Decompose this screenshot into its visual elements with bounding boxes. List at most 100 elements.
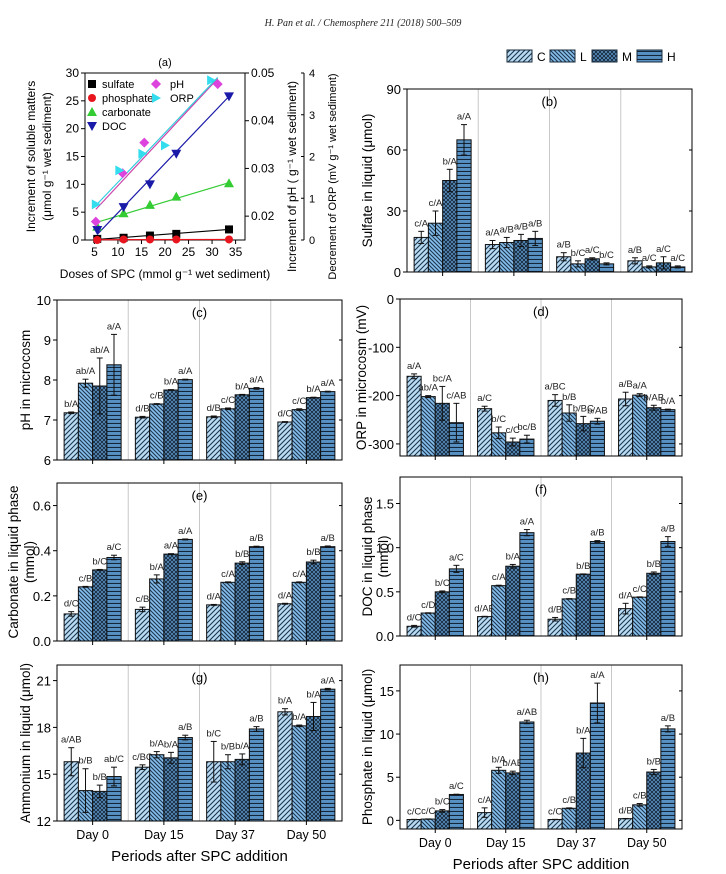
bar-M bbox=[505, 565, 521, 637]
y-axis-label-a-line1: Increment of soluble matters bbox=[24, 81, 38, 232]
significance-label: a/A bbox=[178, 526, 193, 537]
y-tick-label-g: 18 bbox=[37, 720, 51, 735]
bar-M bbox=[92, 569, 108, 642]
y-tick-label-f: 1.0 bbox=[376, 541, 394, 556]
significance-label: a/B bbox=[249, 714, 263, 725]
significance-label: b/B bbox=[235, 549, 249, 560]
data-point-sulfate bbox=[225, 225, 233, 234]
bar-H bbox=[248, 728, 265, 822]
x-axis-label-g: Periods after SPC addition bbox=[111, 848, 288, 865]
significance-label: b/A bbox=[164, 377, 179, 388]
significance-label: a/C bbox=[107, 542, 122, 553]
plot-frame-d bbox=[399, 298, 683, 457]
bar-L bbox=[149, 754, 165, 822]
significance-label: a/A bbox=[249, 375, 264, 386]
legend-swatch-L bbox=[549, 49, 576, 63]
bar-H bbox=[519, 721, 535, 830]
panel-label-c: (c) bbox=[192, 305, 207, 320]
y2-tick-label-a: 0.05 bbox=[251, 66, 275, 80]
legend-label-pH: pH bbox=[170, 79, 184, 91]
bar-H bbox=[320, 391, 336, 461]
bar-C bbox=[477, 408, 493, 457]
y-tick-label-e: 0.0 bbox=[33, 634, 51, 649]
bar-C bbox=[277, 711, 293, 822]
bar-M bbox=[305, 561, 322, 642]
bar-H bbox=[448, 568, 464, 637]
bar-M bbox=[646, 407, 662, 457]
data-point-DOC bbox=[118, 203, 129, 213]
data-point-ORP bbox=[161, 140, 170, 151]
data-point-pH bbox=[212, 79, 223, 90]
significance-label: d/B bbox=[548, 604, 562, 615]
significance-label: b/C bbox=[571, 248, 586, 259]
significance-label: a/B bbox=[178, 722, 192, 733]
y-axis-label-g: Ammonium in liquid (μmol) bbox=[18, 663, 33, 823]
y-tick-label-a: 15 bbox=[66, 150, 80, 164]
x-tick-label-g: Day 15 bbox=[144, 828, 184, 842]
y-tick-label-a: 25 bbox=[66, 94, 80, 108]
x-tick-label-a: 5 bbox=[91, 245, 98, 259]
y3-tick-label-a: 2 bbox=[309, 152, 315, 164]
data-point-ORP bbox=[91, 199, 101, 210]
significance-label: ab/A bbox=[418, 383, 438, 394]
bar-C bbox=[206, 604, 222, 642]
legend-marker-ORP bbox=[152, 93, 161, 103]
bar-M bbox=[234, 394, 250, 461]
data-point-phosphate bbox=[225, 235, 233, 244]
bar-L bbox=[291, 725, 307, 822]
significance-label: c/C bbox=[421, 806, 435, 817]
significance-label: a/AB bbox=[61, 735, 82, 746]
data-point-DOC bbox=[171, 149, 182, 159]
significance-label: bc/B bbox=[517, 422, 536, 433]
significance-label: d/A bbox=[618, 590, 633, 601]
significance-label: c/C bbox=[633, 584, 647, 595]
bar-L bbox=[220, 761, 236, 822]
bar-M bbox=[305, 715, 322, 822]
bar-H bbox=[589, 420, 605, 457]
y-tick-label-g: 15 bbox=[37, 767, 51, 782]
plot-frame-g bbox=[56, 664, 343, 822]
y3-axis-label-a: Decrement of ORP (mV g⁻¹ wet sediment) bbox=[327, 73, 339, 279]
data-point-phosphate bbox=[145, 235, 154, 244]
y-axis-label-a-line2: (μmol g⁻¹ wet sediment) bbox=[40, 92, 54, 221]
significance-label: d/A bbox=[278, 590, 293, 601]
significance-label: b/AB bbox=[587, 405, 608, 416]
y-tick-label-f: 0.0 bbox=[376, 629, 394, 644]
significance-label: bc/A bbox=[433, 373, 453, 384]
significance-label: c/A bbox=[221, 569, 235, 580]
significance-label: c/BC bbox=[132, 752, 153, 763]
y-axis-label-b: Sulfate in liquid (μmol) bbox=[360, 114, 375, 248]
x-tick-label-h: Day 50 bbox=[627, 836, 667, 850]
significance-label: b/A bbox=[164, 739, 179, 750]
significance-label: c/C bbox=[221, 395, 235, 406]
bar-C bbox=[547, 819, 563, 830]
panel-label-h: (h) bbox=[533, 670, 549, 685]
bar-panels: c/Aa/Aa/B a/Bc/Aa/Bb/C a/Cb/Aa/Ba/C a/Ca/Aa… bbox=[6, 82, 693, 873]
y2-tick-label-a: 0.03 bbox=[251, 161, 275, 175]
panel-d: a/Aa/Ca/BC a/Bab/Ab/Cb/Ba/Abc/Ac/Cb/BCb/A… bbox=[354, 292, 683, 460]
y-tick-label-g: 12 bbox=[37, 814, 51, 829]
significance-label: b/A bbox=[576, 725, 591, 736]
significance-label: a/B bbox=[528, 218, 542, 229]
data-point-carbonate bbox=[171, 191, 182, 201]
x-tick-label-g: Day 0 bbox=[76, 828, 109, 842]
y-tick-label-d: -100 bbox=[368, 340, 394, 355]
significance-label: b/A bbox=[150, 739, 165, 750]
bar-C bbox=[206, 416, 222, 461]
panel-label-f: (f) bbox=[535, 482, 547, 497]
fit-line-DOC bbox=[96, 95, 230, 235]
bar-C bbox=[277, 421, 293, 461]
significance-label: a/B bbox=[618, 379, 632, 390]
significance-label: b/C bbox=[435, 797, 450, 808]
fit-line-sulfate bbox=[97, 228, 230, 241]
citation-header: H. Pan et al. / Chemosphere 211 (2018) 5… bbox=[264, 18, 462, 29]
bar-L bbox=[149, 403, 165, 461]
panel-label-e: (e) bbox=[192, 488, 208, 503]
legend-label-phosphate: phosphate bbox=[102, 93, 153, 105]
y-tick-label-g: 21 bbox=[37, 674, 51, 689]
significance-label: a/BC bbox=[545, 382, 566, 393]
y-tick-label-b: 90 bbox=[387, 82, 401, 97]
significance-label: b/A bbox=[278, 696, 293, 707]
significance-label: b/A bbox=[292, 712, 307, 723]
bar-M bbox=[163, 389, 179, 461]
